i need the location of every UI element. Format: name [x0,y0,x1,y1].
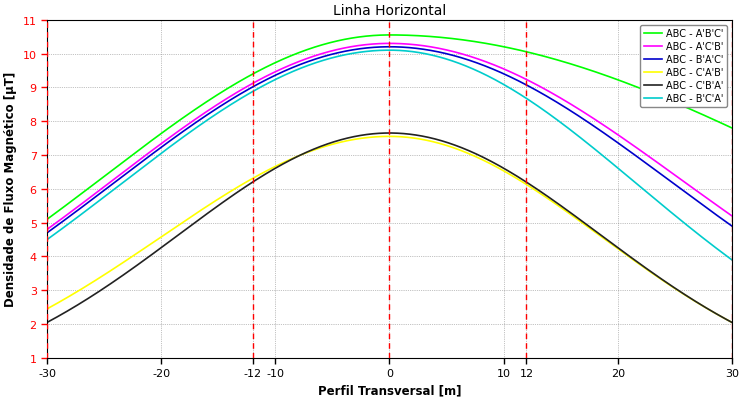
ABC - B'C'A' [385,49,394,53]
Line: ABC - C'B'A': ABC - C'B'A' [47,134,732,322]
ABC - C'A'B' [376,135,385,140]
ABC - C'A'B' [707,309,716,314]
ABC - B'C'A' [708,243,717,248]
ABC - B'A'C' [583,119,591,124]
ABC - B'C'A' [42,237,51,242]
ABC - B'A'C' [385,45,394,50]
ABC - A'B'C' [77,191,86,196]
ABC - B'C'A' [583,141,591,146]
Line: ABC - B'C'A': ABC - B'C'A' [47,51,732,260]
ABC - A'C'B' [583,112,591,117]
ABC - B'A'C' [708,210,717,215]
ABC - C'A'B' [708,310,717,314]
ABC - B'C'A' [376,49,385,54]
ABC - C'B'A' [376,132,385,136]
ABC - C'A'B' [385,135,394,140]
ABC - A'C'B' [385,42,394,47]
ABC - C'B'A' [583,223,591,227]
ABC - C'A'B' [357,136,366,141]
ABC - C'B'A' [727,320,736,325]
ABC - A'B'C' [708,117,717,122]
Line: ABC - C'A'B': ABC - C'A'B' [47,137,732,322]
ABC - A'B'C' [42,217,51,222]
ABC - B'A'C' [77,205,86,210]
ABC - A'C'B' [42,227,51,232]
Line: ABC - A'B'C': ABC - A'B'C' [47,36,732,220]
ABC - B'C'A' [707,243,716,248]
ABC - A'B'C' [583,67,591,72]
Y-axis label: Densidade de Fluxo Magnético [µT]: Densidade de Fluxo Magnético [µT] [4,72,17,307]
ABC - A'C'B' [376,42,385,47]
ABC - C'A'B' [77,287,86,292]
Title: Linha Horizontal: Linha Horizontal [333,4,446,18]
ABC - C'B'A' [77,300,86,305]
ABC - C'A'B' [42,307,51,312]
ABC - B'C'A' [77,212,86,217]
ABC - C'B'A' [707,309,716,314]
ABC - A'B'C' [707,117,716,122]
ABC - A'C'B' [708,200,717,205]
ABC - C'B'A' [385,131,394,136]
ABC - A'B'C' [385,33,394,38]
ABC - C'B'A' [708,309,717,314]
ABC - A'B'C' [727,126,736,131]
Line: ABC - A'C'B': ABC - A'C'B' [47,44,732,230]
ABC - C'A'B' [727,320,736,325]
ABC - A'C'B' [707,200,716,205]
Line: ABC - B'A'C': ABC - B'A'C' [47,48,732,233]
ABC - A'B'C' [376,34,385,38]
ABC - B'A'C' [727,224,736,229]
ABC - A'B'C' [357,35,366,40]
X-axis label: Perfil Transversal [m]: Perfil Transversal [m] [318,384,461,397]
ABC - B'C'A' [727,258,736,263]
ABC - C'B'A' [42,320,51,325]
Legend: ABC - A'B'C', ABC - A'C'B', ABC - B'A'C', ABC - C'A'B', ABC - C'B'A', ABC - B'C': ABC - A'B'C', ABC - A'C'B', ABC - B'A'C'… [640,26,727,108]
ABC - B'A'C' [357,47,366,52]
ABC - B'A'C' [707,210,716,215]
ABC - C'A'B' [583,224,591,229]
ABC - A'C'B' [727,214,736,219]
ABC - A'C'B' [357,44,366,49]
ABC - B'C'A' [357,51,366,55]
ABC - A'C'B' [77,202,86,207]
ABC - B'A'C' [42,231,51,235]
ABC - C'B'A' [357,134,366,138]
ABC - B'A'C' [376,45,385,50]
